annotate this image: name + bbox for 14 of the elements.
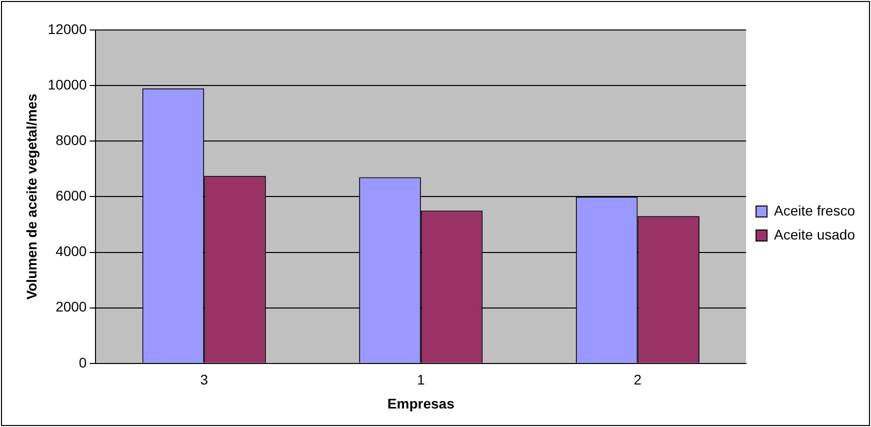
legend-label: Aceite fresco (774, 202, 856, 218)
y-tick-label: 6000 (56, 188, 87, 204)
y-tick-label: 8000 (56, 132, 87, 148)
y-tick-label: 0 (78, 354, 87, 370)
y-axis-title: Volumen de aceite vegetal/mes (23, 94, 40, 300)
legend-label: Aceite usado (774, 226, 856, 242)
x-tick-label: 3 (200, 372, 208, 388)
y-tick-label: 12000 (48, 20, 87, 37)
x-tick-label: 1 (416, 372, 425, 388)
x-tick-label: 2 (634, 372, 642, 388)
y-tick-label: 4000 (56, 243, 87, 260)
y-tick-label: 2000 (56, 298, 87, 315)
y-tick-label: 10000 (48, 76, 87, 92)
x-axis-title: Empresas (387, 395, 455, 412)
